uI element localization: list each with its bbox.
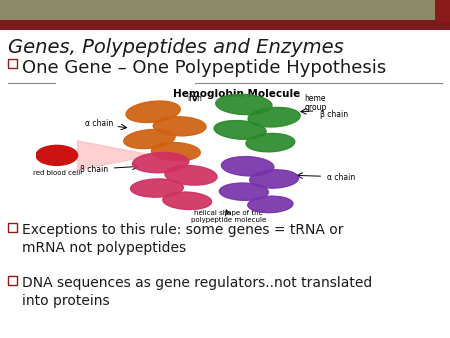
- Ellipse shape: [248, 196, 293, 213]
- Text: α chain: α chain: [327, 173, 356, 182]
- Bar: [0, 0, 435, 22]
- Ellipse shape: [165, 166, 217, 185]
- Ellipse shape: [153, 117, 206, 136]
- Ellipse shape: [221, 156, 274, 176]
- Polygon shape: [77, 141, 153, 170]
- Bar: [8, 223, 17, 232]
- Ellipse shape: [124, 129, 175, 149]
- Text: DNA sequences as gene regulators..not translated
into proteins: DNA sequences as gene regulators..not tr…: [22, 276, 372, 308]
- Ellipse shape: [250, 170, 298, 188]
- Text: α chain: α chain: [85, 119, 113, 128]
- Ellipse shape: [152, 143, 200, 161]
- Ellipse shape: [219, 183, 269, 200]
- Text: helical shape of the
polypeptide molecule: helical shape of the polypeptide molecul…: [191, 211, 266, 223]
- Text: iron: iron: [187, 94, 202, 103]
- Ellipse shape: [246, 134, 295, 152]
- Ellipse shape: [248, 107, 300, 127]
- Ellipse shape: [130, 179, 183, 197]
- Text: β chain: β chain: [320, 110, 347, 119]
- Text: Genes, Polypeptides and Enzymes: Genes, Polypeptides and Enzymes: [8, 38, 344, 57]
- Circle shape: [36, 145, 77, 165]
- Ellipse shape: [216, 94, 272, 115]
- Bar: [435, 0, 450, 22]
- Ellipse shape: [133, 152, 189, 173]
- Bar: [0, 20, 450, 30]
- Text: β chain: β chain: [80, 165, 108, 174]
- Ellipse shape: [126, 101, 180, 122]
- Text: One Gene – One Polypeptide Hypothesis: One Gene – One Polypeptide Hypothesis: [22, 59, 386, 77]
- Text: Exceptions to this rule: some genes = tRNA or
mRNA not polypeptides: Exceptions to this rule: some genes = tR…: [22, 223, 343, 256]
- Text: Hemoglobin Molecule: Hemoglobin Molecule: [173, 89, 300, 99]
- Text: heme
group: heme group: [304, 94, 327, 112]
- Ellipse shape: [214, 121, 266, 139]
- Ellipse shape: [163, 192, 212, 210]
- Text: red blood cell: red blood cell: [33, 170, 81, 176]
- Bar: [8, 59, 17, 68]
- Bar: [8, 276, 17, 285]
